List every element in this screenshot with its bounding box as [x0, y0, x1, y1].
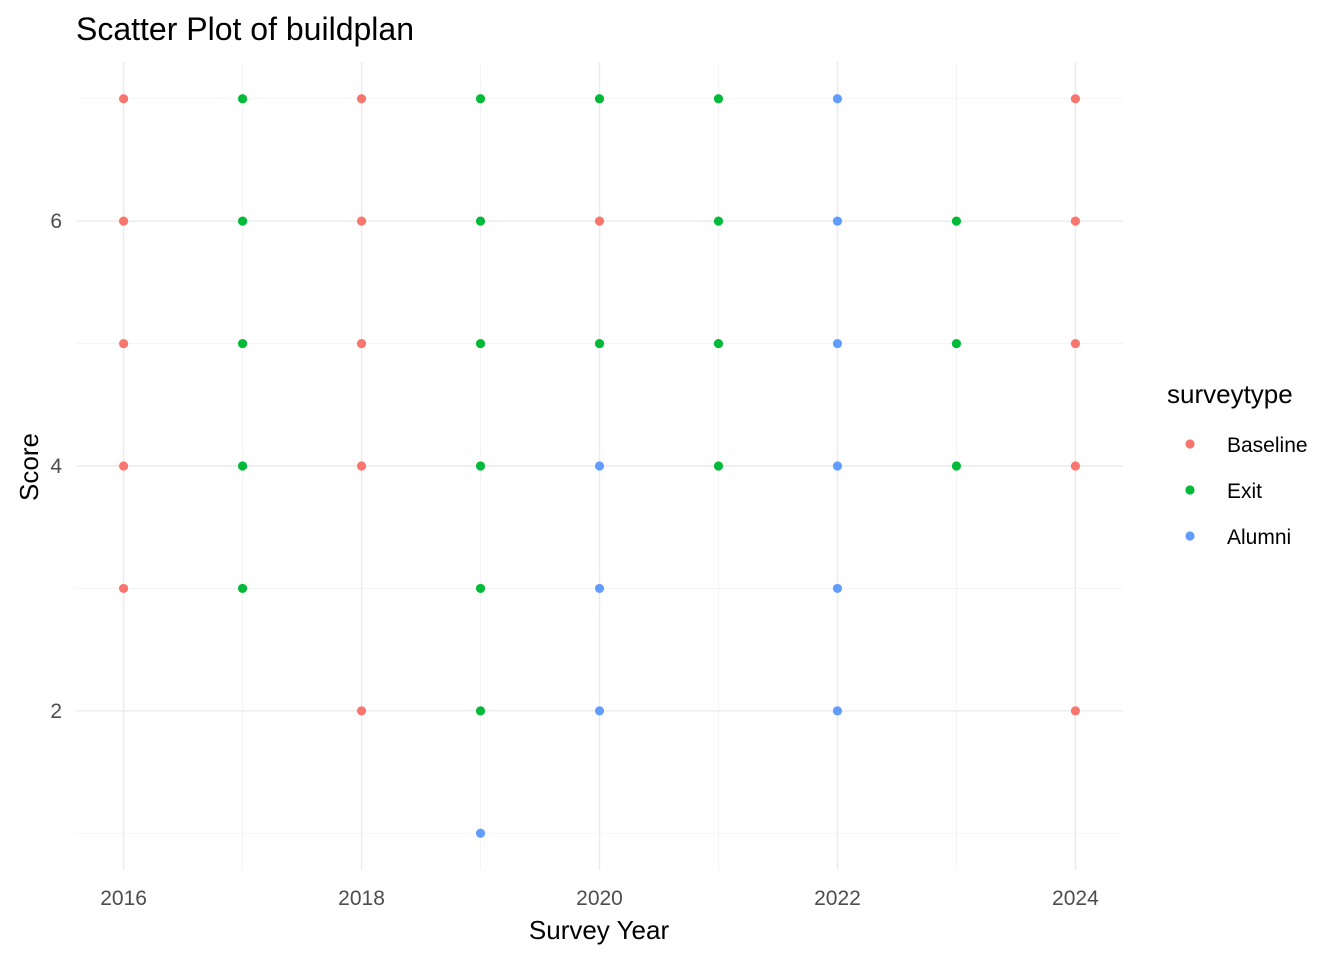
data-point: [237, 338, 248, 349]
data-point: [118, 338, 129, 349]
data-point: [237, 94, 248, 104]
data-point: [475, 583, 486, 594]
x-tick-label: 2016: [100, 887, 147, 910]
data-point: [594, 94, 605, 104]
y-tick-label: 2: [50, 700, 62, 723]
series-baseline: [118, 94, 1081, 716]
y-axis-title: Score: [14, 433, 44, 501]
data-point: [237, 216, 248, 226]
data-point: [832, 706, 843, 716]
legend-items: Baseline Exit Alumni: [1185, 434, 1308, 549]
data-point: [713, 216, 724, 226]
data-point: [237, 461, 248, 471]
data-point: [1070, 706, 1081, 716]
legend-title: surveytype: [1167, 379, 1293, 409]
data-point: [118, 461, 129, 471]
data-point: [475, 338, 486, 349]
data-point: [832, 583, 843, 594]
y-axis-ticks: 2 4 6: [50, 210, 62, 723]
data-point: [713, 338, 724, 349]
series-alumni: [475, 94, 843, 838]
data-point: [713, 461, 724, 471]
data-point: [832, 216, 843, 226]
legend-key: [1185, 485, 1195, 495]
data-point: [475, 461, 486, 471]
data-point: [356, 94, 367, 104]
x-axis-ticks: 2016 2018 2020 2022 2024: [100, 887, 1099, 910]
data-point: [832, 338, 843, 349]
x-tick-label: 2024: [1052, 887, 1099, 910]
legend: surveytype Baseline Exit Alumni: [1167, 379, 1308, 549]
data-point: [594, 583, 605, 594]
data-point: [475, 216, 486, 226]
data-point: [1070, 338, 1081, 349]
data-point: [475, 94, 486, 104]
series-exit: [237, 94, 962, 716]
data-point: [356, 216, 367, 226]
legend-key: [1185, 439, 1195, 449]
data-point: [713, 94, 724, 104]
legend-label: Baseline: [1227, 434, 1308, 457]
data-point: [951, 461, 962, 471]
legend-key: [1185, 531, 1195, 541]
data-point: [951, 338, 962, 349]
data-point: [356, 461, 367, 471]
data-point: [237, 583, 248, 594]
data-point: [951, 216, 962, 226]
data-point: [594, 461, 605, 471]
x-tick-label: 2022: [814, 887, 861, 910]
y-tick-label: 6: [50, 210, 62, 233]
data-point: [475, 828, 486, 838]
data-point: [832, 94, 843, 104]
data-point: [118, 583, 129, 594]
x-axis-title: Survey Year: [529, 915, 670, 945]
data-point: [356, 706, 367, 716]
data-points: [118, 94, 1081, 838]
data-point: [118, 216, 129, 226]
data-point: [1070, 94, 1081, 104]
data-point: [475, 706, 486, 716]
data-point: [594, 216, 605, 226]
data-point: [118, 94, 129, 104]
y-tick-label: 4: [50, 455, 62, 478]
data-point: [594, 706, 605, 716]
data-point: [594, 338, 605, 349]
legend-label: Exit: [1227, 480, 1262, 503]
chart-title: Scatter Plot of buildplan: [76, 11, 414, 47]
data-point: [356, 338, 367, 349]
data-point: [1070, 216, 1081, 226]
legend-label: Alumni: [1227, 526, 1291, 549]
x-tick-label: 2018: [338, 887, 385, 910]
data-point: [832, 461, 843, 471]
x-tick-label: 2020: [576, 887, 623, 910]
data-point: [1070, 461, 1081, 471]
